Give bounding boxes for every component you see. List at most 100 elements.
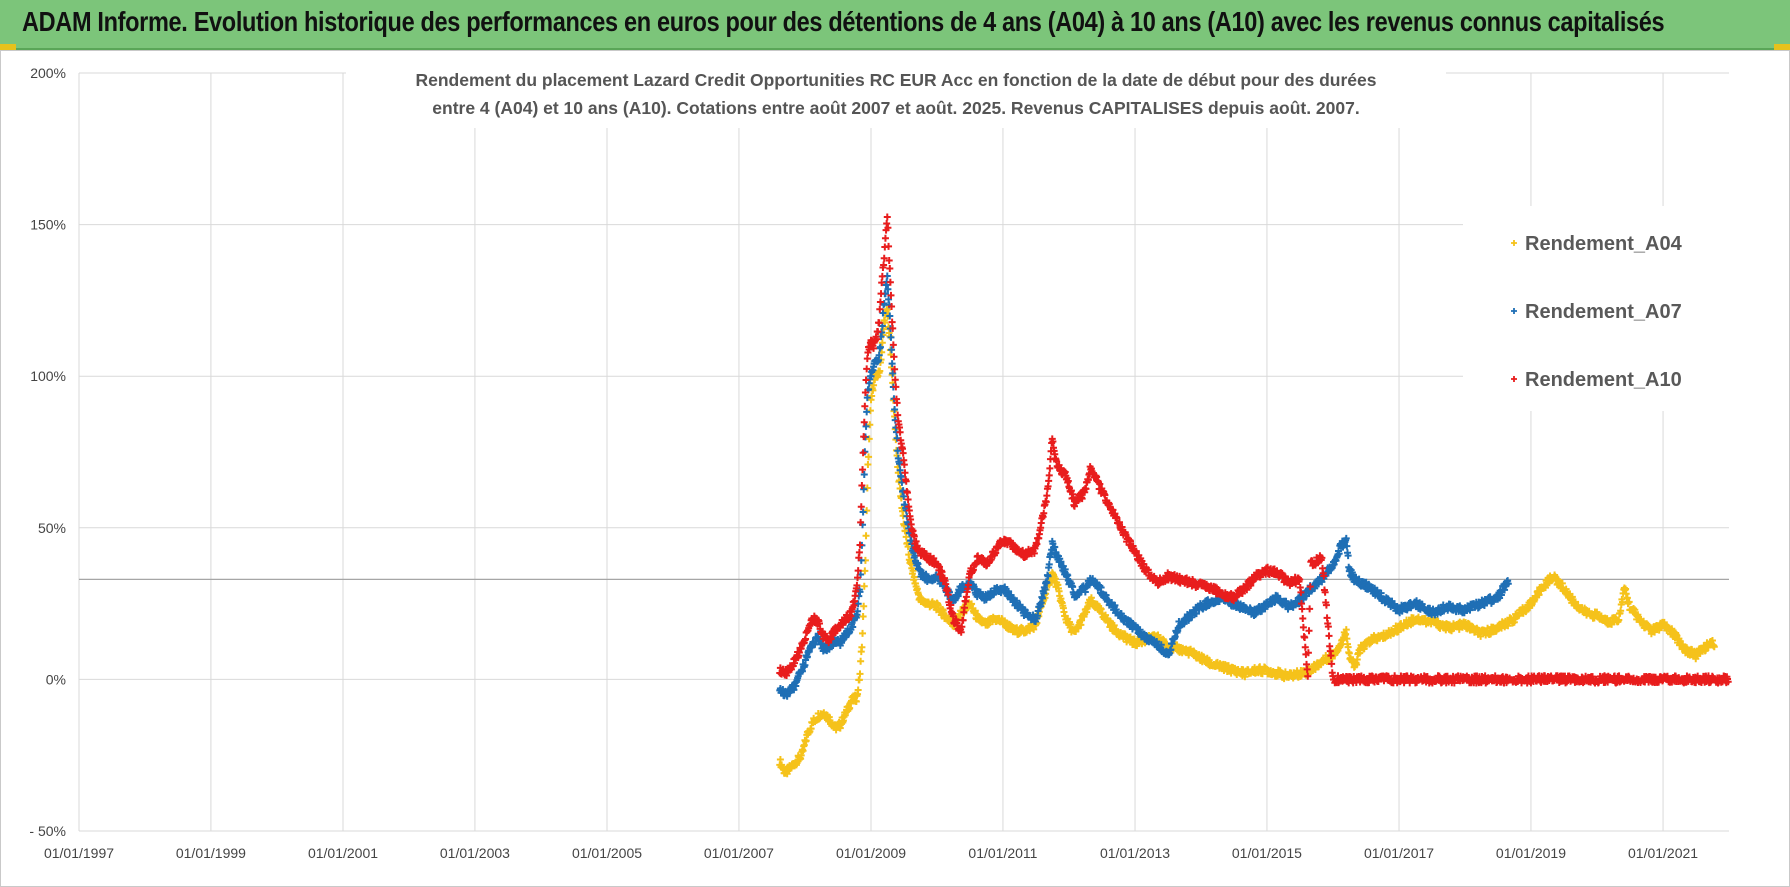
data-point (866, 421, 874, 429)
y-tick-label: 200% (30, 65, 66, 81)
data-point (859, 449, 867, 457)
data-point (887, 291, 895, 299)
data-point (1321, 588, 1329, 596)
data-point (807, 725, 815, 733)
data-point (1619, 598, 1627, 606)
data-point (859, 612, 867, 620)
data-point (1325, 632, 1333, 640)
x-tick-label: 01/01/2021 (1628, 845, 1698, 861)
data-point (1097, 583, 1105, 591)
data-point (1296, 575, 1304, 583)
data-point (1377, 589, 1385, 597)
data-point (891, 376, 899, 384)
data-point (1041, 586, 1049, 594)
data-point (1342, 534, 1350, 542)
data-point (1501, 586, 1509, 594)
data-point (877, 290, 885, 298)
data-point (876, 298, 884, 306)
data-point (942, 580, 950, 588)
data-point (861, 389, 869, 397)
data-point (1038, 594, 1046, 602)
data-point (893, 434, 901, 442)
data-point (904, 543, 912, 551)
data-point (863, 355, 871, 363)
data-point (1299, 623, 1307, 631)
data-point (891, 365, 899, 373)
chart-title-line2: entre 4 (A04) et 10 ans (A10). Cotations… (432, 98, 1359, 118)
data-point (862, 532, 870, 540)
data-point (856, 541, 864, 549)
data-point (1301, 633, 1309, 641)
data-point (1040, 589, 1048, 597)
data-point (1046, 464, 1054, 472)
chart-grid (78, 72, 1729, 832)
data-point (1067, 621, 1075, 629)
data-point (1045, 560, 1053, 568)
data-point (1033, 540, 1041, 548)
x-tick-label: 01/01/2013 (1100, 845, 1170, 861)
data-point (802, 635, 810, 643)
data-point (900, 461, 908, 469)
x-tick-label: 01/01/2007 (704, 845, 774, 861)
legend-marker (1511, 240, 1517, 246)
banner-title: ADAM Informe. Evolution historique des p… (22, 6, 1665, 37)
data-point (894, 447, 902, 455)
data-point (860, 418, 868, 426)
data-point (1304, 672, 1312, 680)
data-point (938, 568, 946, 576)
banner-corner-right (1774, 44, 1790, 50)
data-point (1042, 498, 1050, 506)
y-tick-label: 150% (30, 217, 66, 233)
data-point (894, 411, 902, 419)
data-point (889, 324, 897, 332)
chart-marks (776, 213, 1732, 778)
data-point (1051, 575, 1059, 583)
data-point (888, 318, 896, 326)
data-point (910, 532, 918, 540)
y-tick-label: 50% (38, 520, 66, 536)
data-point (857, 503, 865, 511)
data-point (935, 563, 943, 571)
data-point (860, 602, 868, 610)
banner: ADAM Informe. Evolution historique des p… (0, 0, 1790, 50)
data-point (1306, 605, 1314, 613)
x-tick-label: 01/01/2015 (1232, 845, 1302, 861)
data-point (1082, 485, 1090, 493)
data-point (1327, 652, 1335, 660)
data-point (861, 402, 869, 410)
data-point (862, 376, 870, 384)
data-point (862, 422, 870, 430)
data-point (910, 573, 918, 581)
data-point (1157, 641, 1165, 649)
data-point (875, 319, 883, 327)
data-point (866, 407, 874, 415)
data-point (863, 484, 871, 492)
data-point (1344, 552, 1352, 560)
data-point (1040, 509, 1048, 517)
data-point (878, 279, 886, 287)
data-point (876, 343, 884, 351)
data-point (859, 629, 867, 637)
x-tick-label: 01/01/2019 (1496, 845, 1566, 861)
data-point (1320, 572, 1328, 580)
data-point (900, 492, 908, 500)
data-point (874, 328, 882, 336)
data-point (863, 394, 871, 402)
data-point (958, 623, 966, 631)
data-point (1111, 601, 1119, 609)
data-point (1297, 588, 1305, 596)
data-point (854, 574, 862, 582)
data-point (798, 667, 806, 675)
data-point (890, 353, 898, 361)
data-point (884, 224, 892, 232)
data-point (1298, 605, 1306, 613)
data-point (885, 242, 893, 250)
data-point (896, 428, 904, 436)
data-point (1322, 601, 1330, 609)
data-point (853, 581, 861, 589)
data-point (865, 453, 873, 461)
data-point (893, 399, 901, 407)
y-tick-label: 0% (46, 671, 66, 687)
data-point (944, 591, 952, 599)
data-point (1324, 623, 1332, 631)
